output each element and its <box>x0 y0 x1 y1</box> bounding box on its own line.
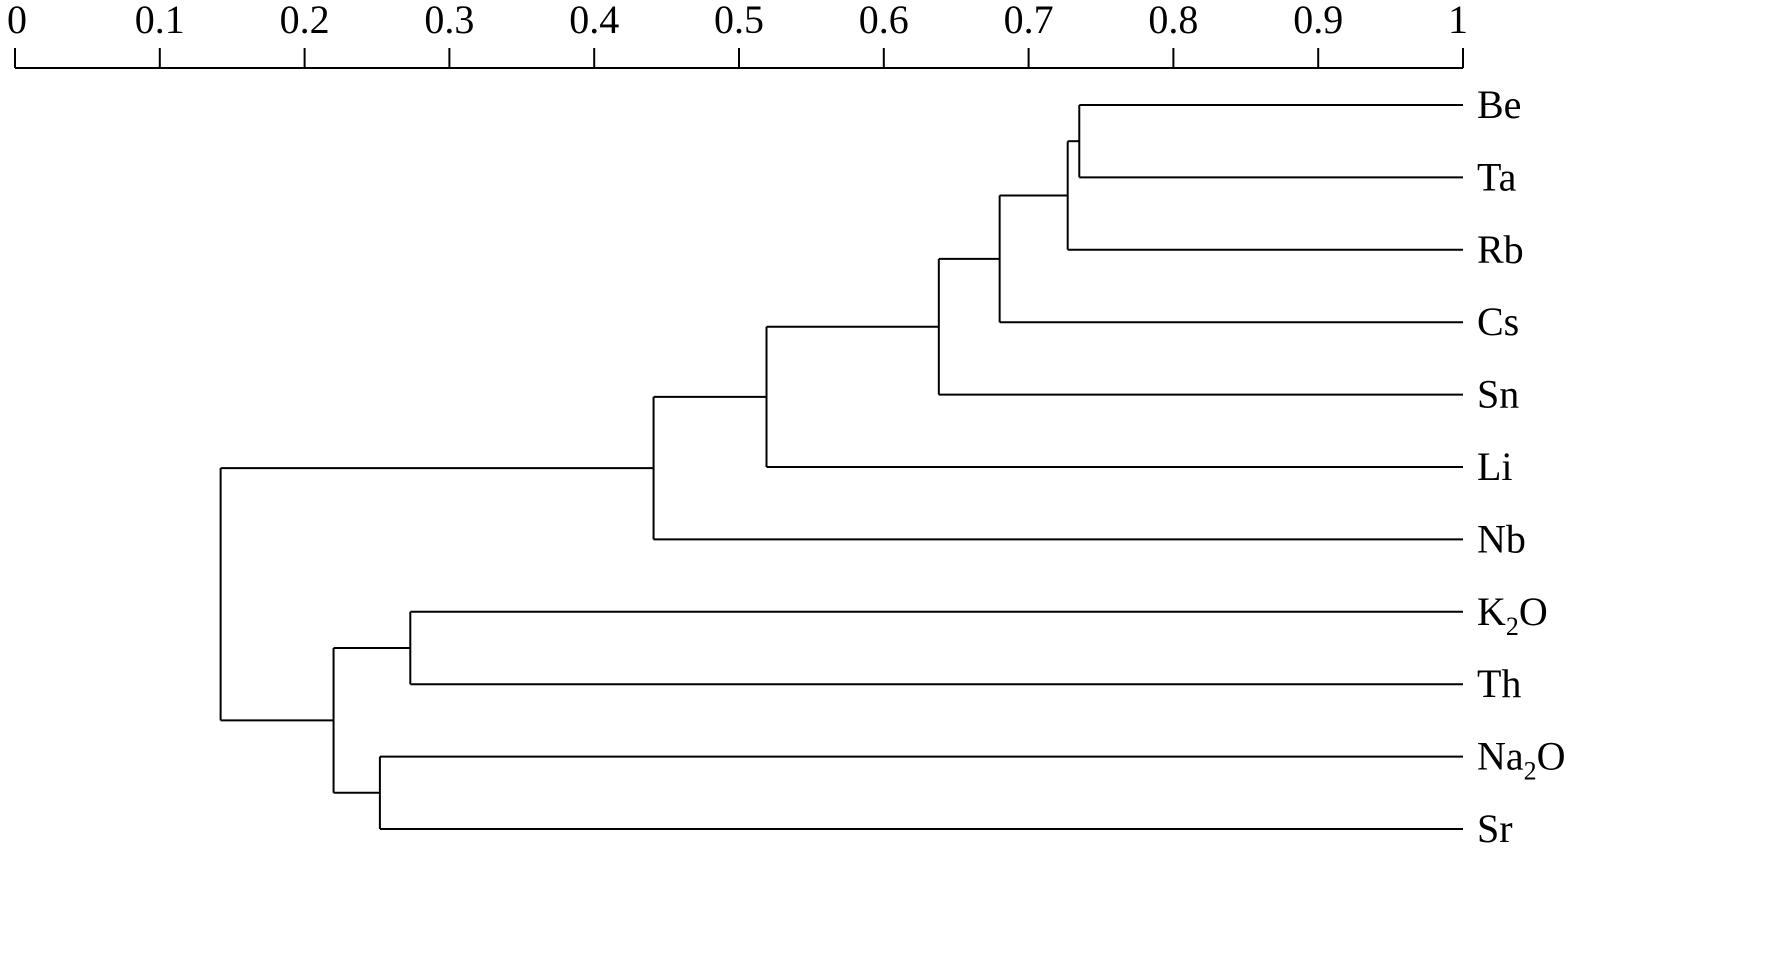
leaf-label-main: Th <box>1477 661 1521 706</box>
tick-label: 0.1 <box>135 0 185 42</box>
leaf-label-main: K <box>1477 589 1506 634</box>
leaf-label: Sn <box>1477 372 1519 417</box>
leaf-label: Sr <box>1477 806 1513 851</box>
leaf-label-tail: O <box>1519 589 1548 634</box>
tick-label: 0.7 <box>1004 0 1054 42</box>
leaf-label: Cs <box>1477 299 1519 344</box>
leaf-label: Li <box>1477 444 1513 489</box>
leaf-label: Th <box>1477 661 1521 706</box>
tick-label: 0.8 <box>1148 0 1198 42</box>
leaf-label: Na2O <box>1477 734 1566 786</box>
leaf-label: Ta <box>1477 154 1517 199</box>
leaf-label-subscript: 2 <box>1524 757 1537 786</box>
leaf-label-main: Cs <box>1477 299 1519 344</box>
leaf-label-main: Sr <box>1477 806 1513 851</box>
tick-label: 0.3 <box>424 0 474 42</box>
leaf-label: Nb <box>1477 516 1526 561</box>
tick-label: 0.2 <box>280 0 330 42</box>
tick-label: 0.4 <box>569 0 619 42</box>
leaf-label: Be <box>1477 82 1521 127</box>
tick-label: 0 <box>7 0 27 42</box>
leaf-label-main: Rb <box>1477 227 1524 272</box>
leaf-label-main: Na <box>1477 734 1524 779</box>
leaf-label-main: Li <box>1477 444 1513 489</box>
leaf-label-tail: O <box>1537 734 1566 779</box>
tick-label: 0.5 <box>714 0 764 42</box>
leaf-label-main: Sn <box>1477 372 1519 417</box>
tick-label: 0.6 <box>859 0 909 42</box>
leaf-label-main: Ta <box>1477 154 1517 199</box>
leaf-label-main: Be <box>1477 82 1521 127</box>
tick-label: 0.9 <box>1293 0 1343 42</box>
top-axis: 0 0.1 0.2 0.3 0.4 0.5 0.6 0.7 0.8 0.9 1 <box>7 0 1468 69</box>
leaf-label: K2O <box>1477 589 1548 641</box>
leaf-label: Rb <box>1477 227 1524 272</box>
branches <box>219 104 1463 830</box>
tick-label: 1 <box>1448 0 1468 42</box>
leaf-label-main: Nb <box>1477 516 1526 561</box>
leaf-label-subscript: 2 <box>1506 612 1519 641</box>
